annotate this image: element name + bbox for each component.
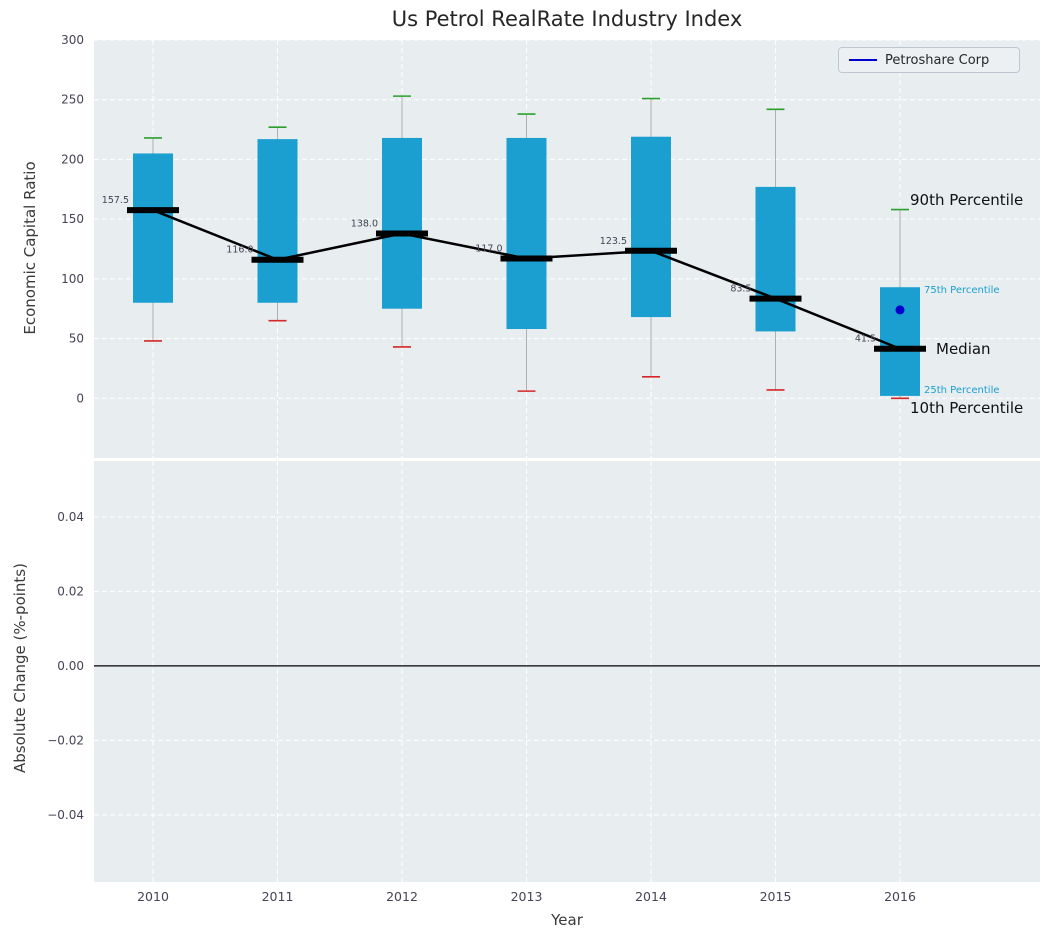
box-2016 <box>880 287 920 396</box>
y-tick-label-top: 150 <box>61 212 84 226</box>
plot-panel-bottom <box>94 461 1040 882</box>
box-2011 <box>257 139 298 303</box>
chart-title: Us Petrol RealRate Industry Index <box>391 7 743 31</box>
y-axis-label-bottom: Absolute Change (%-points) <box>11 563 29 773</box>
legend: Petroshare Corp <box>838 47 1020 73</box>
median-value-label-2014: 123.5 <box>600 236 627 247</box>
median-value-label-2011: 116.0 <box>226 245 253 256</box>
legend-line-icon <box>849 59 877 61</box>
x-tick-label: 2016 <box>884 889 916 904</box>
y-axis-label-top: Economic Capital Ratio <box>21 161 39 335</box>
x-axis-label: Year <box>551 911 583 929</box>
box-2014 <box>631 136 671 318</box>
y-tick-label-top: 250 <box>61 93 84 107</box>
box-2010 <box>133 153 173 303</box>
y-tick-label-top: 100 <box>61 272 84 286</box>
x-tick-label: 2015 <box>760 889 792 904</box>
median-value-label-2012: 138.0 <box>351 218 378 229</box>
median-value-label-2013: 117.0 <box>475 244 502 255</box>
y-tick-label-bottom: −0.02 <box>47 733 84 747</box>
y-tick-label-top: 0 <box>76 391 84 405</box>
y-tick-label-bottom: 0.02 <box>57 584 84 598</box>
box-2013 <box>506 137 547 330</box>
x-tick-label: 2011 <box>262 889 294 904</box>
x-tick-label: 2010 <box>137 889 169 904</box>
box-2015 <box>755 186 796 332</box>
y-tick-label-bottom: 0.00 <box>57 659 84 673</box>
x-tick-label: 2014 <box>635 889 667 904</box>
x-tick-label: 2013 <box>511 889 543 904</box>
median-value-label-2016: 41.5 <box>855 334 876 345</box>
median-value-label-2010: 157.5 <box>102 195 129 206</box>
y-tick-label-top: 200 <box>61 152 84 166</box>
y-tick-label-bottom: 0.04 <box>57 510 84 524</box>
median-value-label-2015: 83.5 <box>730 284 751 295</box>
y-tick-label-bottom: −0.04 <box>47 808 84 822</box>
y-tick-label-top: 50 <box>69 332 84 346</box>
x-tick-label: 2012 <box>386 889 418 904</box>
company-point <box>895 305 905 315</box>
legend-label: Petroshare Corp <box>885 52 990 68</box>
box-2012 <box>382 137 422 309</box>
y-tick-label-top: 300 <box>61 33 84 47</box>
